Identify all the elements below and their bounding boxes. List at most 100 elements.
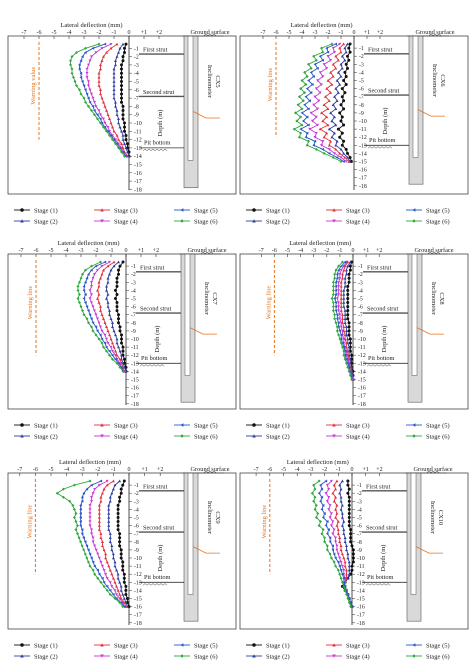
data-point bbox=[348, 268, 352, 272]
data-point bbox=[327, 148, 331, 151]
data-point bbox=[314, 115, 318, 119]
x-tick-label: -6 bbox=[274, 30, 279, 36]
data-point bbox=[94, 548, 98, 552]
data-point bbox=[114, 63, 117, 67]
legend-marker bbox=[412, 643, 416, 647]
series-stage-1 bbox=[340, 479, 355, 609]
x-tick-label: -5 bbox=[49, 467, 54, 473]
data-point bbox=[107, 520, 111, 523]
y-tick-label: -4 bbox=[134, 507, 139, 513]
y-tick-label: -14 bbox=[358, 369, 366, 375]
legend-marker bbox=[100, 643, 104, 647]
data-point bbox=[347, 160, 351, 163]
data-point bbox=[108, 592, 112, 596]
data-point bbox=[343, 560, 347, 564]
data-point bbox=[120, 150, 123, 154]
data-point bbox=[97, 321, 101, 325]
data-point bbox=[102, 580, 106, 584]
data-point bbox=[72, 507, 76, 511]
data-point bbox=[120, 63, 123, 67]
data-point bbox=[348, 341, 352, 345]
series-line bbox=[328, 43, 351, 162]
data-point bbox=[333, 297, 336, 300]
data-point bbox=[322, 63, 326, 66]
data-point bbox=[121, 349, 125, 353]
data-point bbox=[80, 544, 84, 548]
data-point bbox=[123, 129, 126, 133]
data-point bbox=[307, 79, 310, 82]
series-stage-6 bbox=[55, 479, 125, 609]
data-point bbox=[339, 62, 343, 66]
data-point bbox=[106, 301, 110, 304]
data-point bbox=[78, 280, 81, 284]
data-point bbox=[90, 301, 93, 305]
legend-label: Stage (1) bbox=[266, 207, 290, 214]
data-point bbox=[329, 111, 333, 115]
data-point bbox=[346, 155, 349, 159]
data-point bbox=[118, 597, 122, 600]
x-tick-label: -1 bbox=[109, 248, 114, 254]
data-point bbox=[79, 503, 82, 507]
data-point bbox=[297, 135, 301, 139]
data-point bbox=[313, 495, 317, 499]
series-stage-1 bbox=[120, 42, 131, 158]
data-point bbox=[317, 479, 321, 483]
legend-label: Stage (2) bbox=[34, 653, 58, 660]
data-point bbox=[342, 353, 346, 357]
data-point bbox=[97, 71, 101, 75]
chart-panel-3: Lateral deflection (mm)-7 -6 -5 -4 -3 -2 -1 0 +1… bbox=[7, 240, 237, 440]
data-point bbox=[313, 136, 317, 139]
x-tick-label: -3 bbox=[313, 30, 318, 36]
depth-axis-label: Depth (m) bbox=[380, 545, 387, 572]
data-point bbox=[338, 111, 342, 115]
data-point bbox=[118, 349, 122, 353]
legend-label: Stage (2) bbox=[34, 218, 58, 225]
legend: Stage (1) Stage (2) Stage (3) Stage (4) Stag… bbox=[246, 422, 450, 440]
y-tick-label: -5 bbox=[357, 516, 362, 522]
data-point bbox=[342, 107, 346, 111]
data-point bbox=[82, 536, 85, 540]
y-tick-label: -1 bbox=[131, 264, 136, 270]
data-point bbox=[321, 528, 325, 532]
soil-hatch-icon bbox=[428, 34, 442, 37]
data-point bbox=[107, 507, 111, 511]
y-tick-label: -13 bbox=[358, 361, 366, 367]
data-point bbox=[105, 345, 108, 349]
data-point bbox=[107, 528, 111, 531]
data-point bbox=[117, 138, 120, 141]
data-point bbox=[329, 512, 333, 515]
data-point bbox=[100, 96, 104, 100]
data-point bbox=[73, 80, 77, 83]
data-point bbox=[342, 123, 346, 127]
data-point bbox=[87, 104, 90, 108]
data-point bbox=[121, 605, 125, 609]
data-point bbox=[82, 84, 86, 88]
data-point bbox=[122, 580, 126, 584]
y-tick-label: -16 bbox=[358, 386, 366, 392]
data-point bbox=[339, 544, 343, 548]
data-point bbox=[105, 588, 109, 592]
data-point bbox=[96, 113, 99, 117]
data-point bbox=[338, 536, 342, 539]
y-tick-label: -3 bbox=[134, 63, 139, 69]
data-point bbox=[320, 495, 324, 499]
data-point bbox=[76, 288, 80, 292]
data-point bbox=[348, 260, 352, 264]
data-point bbox=[333, 276, 337, 280]
data-point bbox=[339, 297, 343, 300]
data-point bbox=[96, 117, 99, 121]
data-point bbox=[84, 88, 87, 92]
series-line bbox=[86, 43, 127, 157]
data-point bbox=[342, 556, 346, 560]
data-point bbox=[125, 597, 129, 600]
data-point bbox=[112, 84, 116, 87]
legend-label: Stage (3) bbox=[346, 207, 370, 214]
data-point bbox=[105, 479, 109, 483]
x-tick-label: -2 bbox=[324, 248, 329, 254]
y-tick-label: -18 bbox=[358, 402, 366, 408]
data-point bbox=[93, 113, 96, 117]
data-point bbox=[88, 520, 92, 524]
data-point bbox=[308, 99, 311, 103]
data-point bbox=[97, 516, 101, 519]
data-point bbox=[346, 317, 350, 321]
